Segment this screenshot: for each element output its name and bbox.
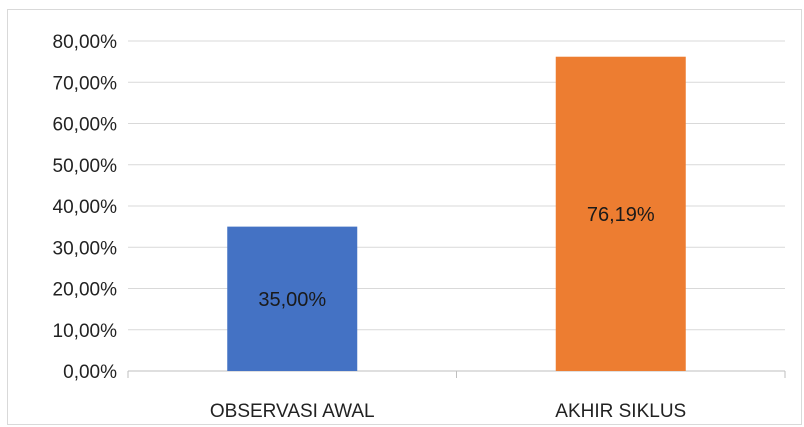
y-tick-label: 50,00%	[53, 156, 118, 177]
y-tick-label: 70,00%	[53, 73, 118, 94]
data-label: 76,19%	[587, 204, 655, 226]
y-tick-label: 30,00%	[53, 238, 118, 259]
data-label: 35,00%	[258, 289, 326, 311]
y-tick-label: 60,00%	[53, 115, 118, 136]
y-tick-label: 40,00%	[53, 197, 118, 218]
y-tick-label: 10,00%	[53, 321, 118, 342]
labels: 35,00% OBSERVASI AWAL 76,19% AKHIR SIKLUS	[210, 204, 686, 422]
y-axis: 0,00% 10,00% 20,00% 30,00% 40,00% 50,00% 60,00…	[53, 32, 786, 383]
bars	[227, 56, 686, 372]
bar	[227, 226, 358, 371]
y-tick-label: 20,00%	[53, 280, 118, 301]
bar	[555, 56, 686, 372]
category-label: AKHIR SIKLUS	[555, 401, 686, 422]
y-tick-label: 0,00%	[63, 362, 117, 383]
y-tick-label: 80,00%	[53, 32, 118, 53]
gridlines	[128, 40, 785, 372]
category-label: OBSERVASI AWAL	[210, 401, 375, 422]
